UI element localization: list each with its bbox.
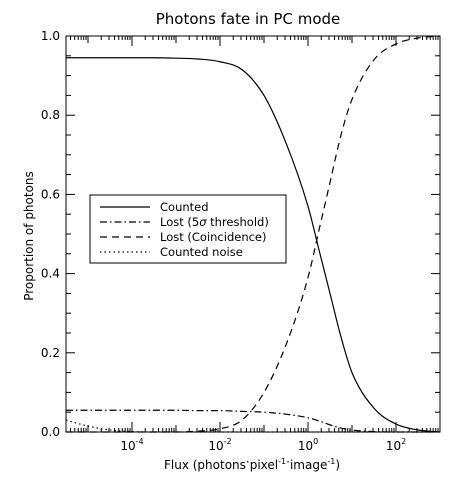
y-tick-label: 0.0 [41,425,60,439]
y-tick-label: 0.4 [41,267,60,281]
series-line-dotted [65,419,440,433]
x-tick-label: 102 [386,437,406,453]
chart-title: Photons fate in PC mode [156,10,341,28]
legend-label: Lost (5σ threshold) [160,215,269,229]
legend-label: Lost (Coincidence) [160,230,267,244]
x-tick-label: 10-4 [120,437,143,453]
legend-label: Counted noise [160,245,243,259]
series-line-dashed [65,35,441,433]
x-axis-label: Flux (photons·pixel-1·image-1) [164,455,340,472]
series-line-solid [66,57,441,433]
x-tick-label: 100 [298,437,318,453]
legend-label: Counted [160,200,209,214]
y-axis-label: Proportion of photons [22,171,36,301]
y-tick-label: 0.2 [41,346,60,360]
y-tick-label: 1.0 [41,29,60,43]
y-tick-label: 0.8 [41,108,60,122]
x-tick-label: 10-2 [208,437,231,453]
y-tick-label: 0.6 [41,187,60,201]
